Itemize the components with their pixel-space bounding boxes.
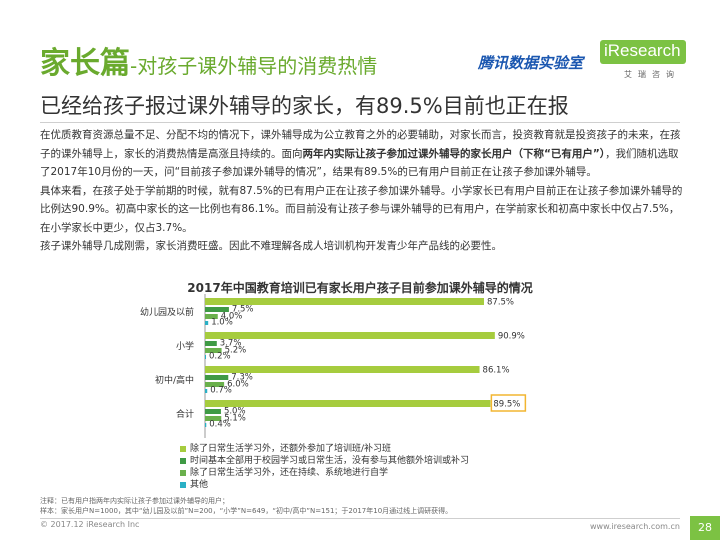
category-label-3: 合计 <box>176 408 194 420</box>
data-label-2-series-1: 7.3% <box>231 373 253 383</box>
legend-swatch-self-study <box>180 470 186 476</box>
body-text: 在优质教育资源总量不足、分配不均的情况下，课外辅导成为公立教育之外的必要辅助，对… <box>40 126 685 256</box>
bar-0-series-3 <box>205 321 209 325</box>
page-number: 28 <box>690 516 720 540</box>
body-p1-bold: 两年内实际让孩子参加过课外辅导的家长用户（下称“已有用户”） <box>302 147 606 160</box>
legend-label-no-extra: 时间基本全部用于校园学习或日常生活，没有参与其他额外培训或补习 <box>190 456 470 466</box>
legend-swatch-other <box>180 482 186 488</box>
data-label-3-series-2: 5.1% <box>224 414 246 424</box>
footnote-line-1: 注释：已有用户指两年内实际让孩子参加过课外辅导的用户； <box>40 497 229 505</box>
data-label-2-series-2: 6.0% <box>227 380 249 390</box>
legend-item-no-extra: 时间基本全部用于校园学习或日常生活，没有参与其他额外培训或补习 <box>180 455 469 467</box>
bar-3-series-1 <box>205 409 221 414</box>
category-label-0: 幼儿园及以前 <box>140 306 194 318</box>
bar-1-series-1 <box>205 341 217 346</box>
highlight-box <box>490 394 527 412</box>
legend-label-self-study: 除了日常生活学习外，还在持续、系统地进行自学 <box>190 468 389 478</box>
chart-title: 2017年中国教育培训已有家长用户孩子目前参加课外辅导的情况 <box>187 281 533 295</box>
iresearch-logo-cn: 艾瑞咨询 <box>624 70 680 79</box>
bar-3-series-3 <box>205 423 207 427</box>
bar-3-series-0 <box>205 400 491 407</box>
bar-0-series-1 <box>205 307 229 312</box>
iresearch-logo: iResearch 艾瑞咨询 <box>594 40 690 80</box>
data-label-3-series-1: 5.0% <box>224 407 246 417</box>
page-title-sub: -对孩子课外辅导的消费热情 <box>130 54 378 78</box>
page-title: 家长篇-对孩子课外辅导的消费热情 <box>40 38 377 82</box>
footer-divider <box>40 518 680 519</box>
footnote: 注释：已有用户指两年内实际让孩子参加过课外辅导的用户； 样本：家长用户N=100… <box>40 496 560 516</box>
bar-2-series-3 <box>205 389 208 393</box>
legend-label-extra-class: 除了日常生活学习外，还额外参加了培训班/补习班 <box>190 444 392 454</box>
iresearch-logo-text: iResearch <box>604 41 681 60</box>
bar-2-series-1 <box>205 375 229 380</box>
data-label-2-series-0: 86.1% <box>483 366 510 376</box>
body-p1-a: 在优质教育资源总量不足、分配不均的情况下，课外辅导成为公立教育之外的必要辅助，对… <box>40 129 681 160</box>
header-divider <box>40 122 680 123</box>
body-paragraph-2: 具体来看，在孩子处于学前期的时候，就有87.5%的已有用户正在让孩子参加课外辅导… <box>40 184 683 234</box>
legend-item-self-study: 除了日常生活学习外，还在持续、系统地进行自学 <box>180 467 469 479</box>
bar-0-series-2 <box>205 314 218 319</box>
data-label-2-series-3: 0.7% <box>210 386 232 396</box>
bar-1-series-3 <box>205 355 206 359</box>
iresearch-logo-box <box>600 40 686 64</box>
data-label-0-series-2: 4.0% <box>221 312 243 322</box>
footer-copyright: © 2017.12 iResearch Inc <box>40 520 140 529</box>
bar-0-series-0 <box>205 298 484 305</box>
footnote-line-2: 样本：家长用户N=1000，其中“幼儿园及以前”N=200，“小学”N=649，… <box>40 507 453 515</box>
legend-swatch-extra-class <box>180 446 186 452</box>
data-label-0-series-3: 1.0% <box>211 318 233 328</box>
body-paragraph-3: 孩子课外辅导几成刚需，家长消费旺盛。因此不难理解各成人培训机构开发青少年产品线的… <box>40 240 502 252</box>
data-label-1-series-1: 3.7% <box>220 339 242 349</box>
page-title-main: 家长篇 <box>40 46 130 81</box>
bar-1-series-2 <box>205 348 222 353</box>
bar-1-series-0 <box>205 332 495 339</box>
data-label-3-series-3: 0.4% <box>209 420 231 430</box>
data-label-3-series-0: 89.5% <box>493 400 520 410</box>
legend-item-other: 其他 <box>180 479 469 491</box>
footer-website-link[interactable]: www.iresearch.com.cn <box>590 522 680 531</box>
legend-item-extra-class: 除了日常生活学习外，还额外参加了培训班/补习班 <box>180 443 469 455</box>
data-label-1-series-3: 0.2% <box>209 352 231 362</box>
bar-2-series-2 <box>205 382 225 387</box>
body-p1-c: ，我们随机选取了2017年10月份的一天，问“目前孩子参加课外辅导的情况”，结果… <box>40 147 679 179</box>
data-label-1-series-2: 5.2% <box>225 346 247 356</box>
bar-chart: 幼儿园及以前87.5%7.5%4.0%1.0%小学90.9%3.7%5.2%0.… <box>140 294 527 438</box>
bar-3-series-2 <box>205 416 222 421</box>
data-label-0-series-0: 87.5% <box>487 298 514 308</box>
tencent-data-lab-logo: 腾讯数据实验室 <box>478 54 584 72</box>
category-label-2: 初中/高中 <box>155 374 194 386</box>
legend-label-other: 其他 <box>190 480 209 490</box>
body-paragraph-1: 在优质教育资源总量不足、分配不均的情况下，课外辅导成为公立教育之外的必要辅助，对… <box>40 126 685 182</box>
chart-legend: 除了日常生活学习外，还额外参加了培训班/补习班 时间基本全部用于校园学习或日常生… <box>180 443 469 491</box>
headline: 已经给孩子报过课外辅导的家长，有89.5%目前也正在报 <box>40 94 569 118</box>
bar-2-series-0 <box>205 366 480 373</box>
category-label-1: 小学 <box>176 340 194 352</box>
data-label-1-series-0: 90.9% <box>498 332 525 342</box>
data-label-0-series-1: 7.5% <box>232 305 254 315</box>
legend-swatch-no-extra <box>180 458 186 464</box>
